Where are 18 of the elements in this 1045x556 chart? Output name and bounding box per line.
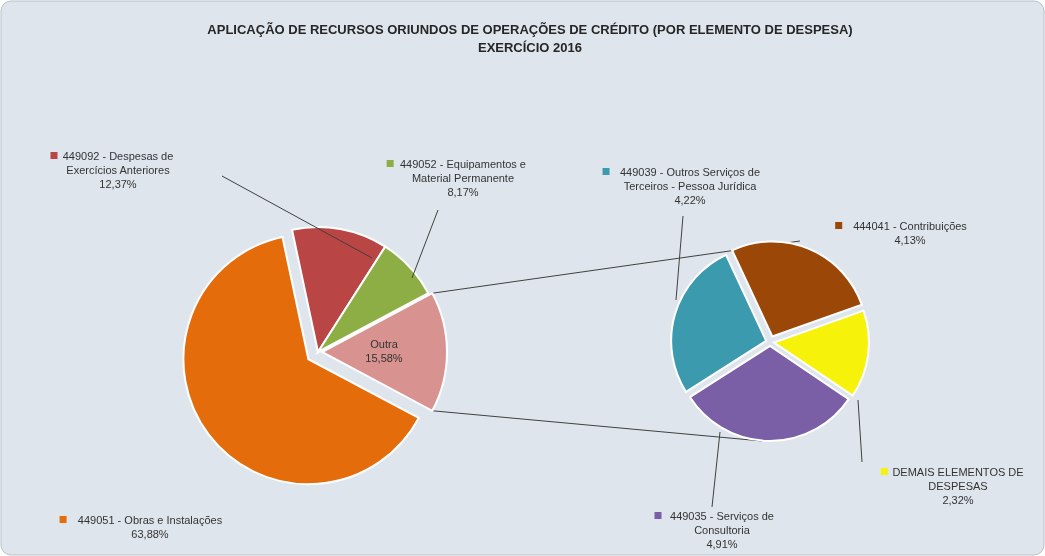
data-label: 63,88%: [131, 528, 169, 540]
legend-label: 449039 - Outros Serviços de Terceiros - Pessoa Jurídica: [619, 166, 761, 192]
legend-label: DEMAIS ELEMENTOS DE DESPESAS: [892, 466, 1024, 492]
legend-label: 449051 - Obras e Instalações: [77, 514, 223, 526]
data-label: 2,32%: [942, 494, 974, 506]
data-label: 8,17%: [447, 186, 479, 198]
legend-label: 444041 - Contribuições: [853, 220, 968, 232]
legend-label: 449035 - Serviços de Consultoria: [670, 510, 774, 536]
chart-title: APLICAÇÃO DE RECURSOS ORIUNDOS DE OPERAÇÕES DE CRÉDITO (POR ELEMENTO DE DESPESA): [207, 22, 853, 37]
data-label: 4,13%: [894, 234, 926, 246]
data-label: 15,58%: [365, 352, 403, 364]
slice-label: Outra: [370, 338, 399, 350]
data-label: 4,22%: [674, 194, 706, 206]
legend-label: 449092 - Despesas de Exercícios Anteriores: [62, 150, 174, 176]
data-label: 4,91%: [706, 538, 738, 550]
chart-subtitle: EXERCÍCIO 2016: [477, 40, 583, 55]
legend-label: 449052 - Equipamentos e Material Permanente: [400, 158, 526, 184]
data-label: 12,37%: [99, 178, 137, 190]
